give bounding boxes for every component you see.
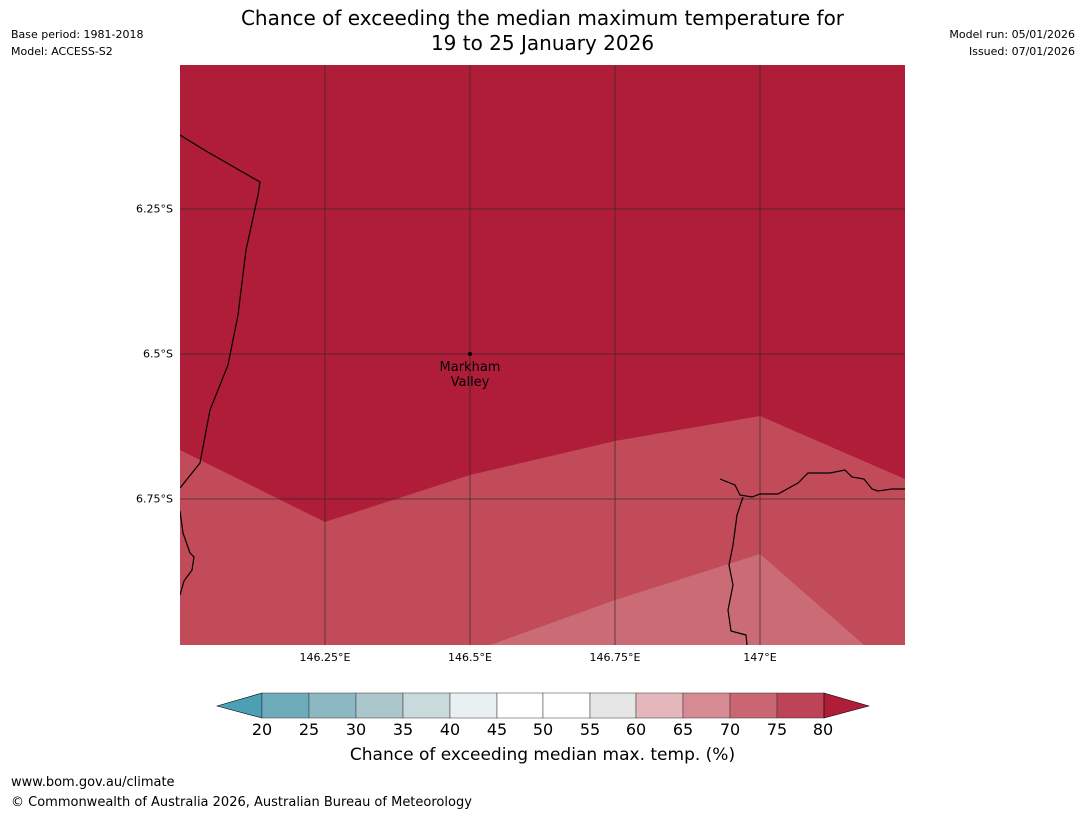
gridlines bbox=[180, 65, 905, 645]
colorbar-left-extension bbox=[216, 692, 263, 719]
model-run-text: Model run: 05/01/2026 bbox=[949, 28, 1075, 41]
colorbar-segment bbox=[542, 692, 591, 719]
footer-url[interactable]: www.bom.gov.au/climate bbox=[11, 775, 175, 790]
lat-label: 6.5°S bbox=[143, 347, 173, 361]
place-label-line2: Valley bbox=[450, 375, 490, 390]
map-area[interactable]: Markham Valley bbox=[180, 65, 905, 645]
lon-label: 146.25°E bbox=[299, 651, 351, 664]
colorbar-segment bbox=[402, 692, 451, 719]
lon-label: 146.5°E bbox=[448, 651, 492, 664]
map-title: Chance of exceeding the median maximum t… bbox=[0, 6, 1085, 56]
footer-copyright: © Commonwealth of Australia 2026, Austra… bbox=[11, 795, 472, 810]
colorbar-segment bbox=[589, 692, 637, 719]
place-label-line1: Markham bbox=[439, 360, 501, 375]
colorbar-tick: 65 bbox=[672, 720, 694, 739]
lat-label: 6.25°S bbox=[136, 202, 173, 216]
map-title-line2: 19 to 25 January 2026 bbox=[430, 31, 655, 55]
colorbar-tick: 35 bbox=[392, 720, 414, 739]
colorbar-tick: 30 bbox=[345, 720, 367, 739]
colorbar-segment bbox=[682, 692, 731, 719]
model-text: Model: ACCESS-S2 bbox=[11, 45, 113, 58]
colorbar-tick: 75 bbox=[766, 720, 788, 739]
colorbar-tick: 45 bbox=[486, 720, 508, 739]
colorbar-right-extension bbox=[823, 692, 870, 719]
colorbar-tick: 40 bbox=[439, 720, 461, 739]
colorbar bbox=[216, 692, 870, 719]
colorbar-tick: 80 bbox=[812, 720, 834, 739]
colorbar-segment bbox=[776, 692, 825, 719]
colorbar-segment bbox=[635, 692, 684, 719]
colorbar-tick: 60 bbox=[625, 720, 647, 739]
place-label: Markham Valley bbox=[440, 360, 501, 390]
map-title-line1: Chance of exceeding the median maximum t… bbox=[240, 6, 845, 30]
colorbar-segment bbox=[496, 692, 544, 719]
colorbar-tick: 70 bbox=[719, 720, 741, 739]
header-left-meta: Base period: 1981-2018 Model: ACCESS-S2 bbox=[11, 26, 143, 60]
colorbar-segment bbox=[308, 692, 357, 719]
colorbar-segment bbox=[355, 692, 404, 719]
place-marker bbox=[468, 352, 472, 356]
colorbar-title: Chance of exceeding median max. temp. (%… bbox=[349, 745, 736, 765]
base-period-text: Base period: 1981-2018 bbox=[11, 28, 144, 41]
lon-label: 146.75°E bbox=[589, 651, 641, 664]
colorbar-tick: 50 bbox=[532, 720, 554, 739]
lon-label: 147°E bbox=[743, 651, 777, 664]
map-svg bbox=[180, 65, 905, 645]
colorbar-tick: 25 bbox=[298, 720, 320, 739]
colorbar-tick: 55 bbox=[579, 720, 601, 739]
lat-label: 6.75°S bbox=[136, 492, 173, 506]
colorbar-segment bbox=[261, 692, 310, 719]
colorbar-tick: 20 bbox=[251, 720, 273, 739]
coastlines bbox=[180, 134, 905, 645]
header-right-meta: Model run: 05/01/2026 Issued: 07/01/2026 bbox=[949, 26, 1075, 60]
issued-text: Issued: 07/01/2026 bbox=[968, 45, 1075, 58]
zone-low bbox=[490, 554, 864, 645]
colorbar-segment bbox=[449, 692, 498, 719]
colorbar-segment bbox=[729, 692, 778, 719]
